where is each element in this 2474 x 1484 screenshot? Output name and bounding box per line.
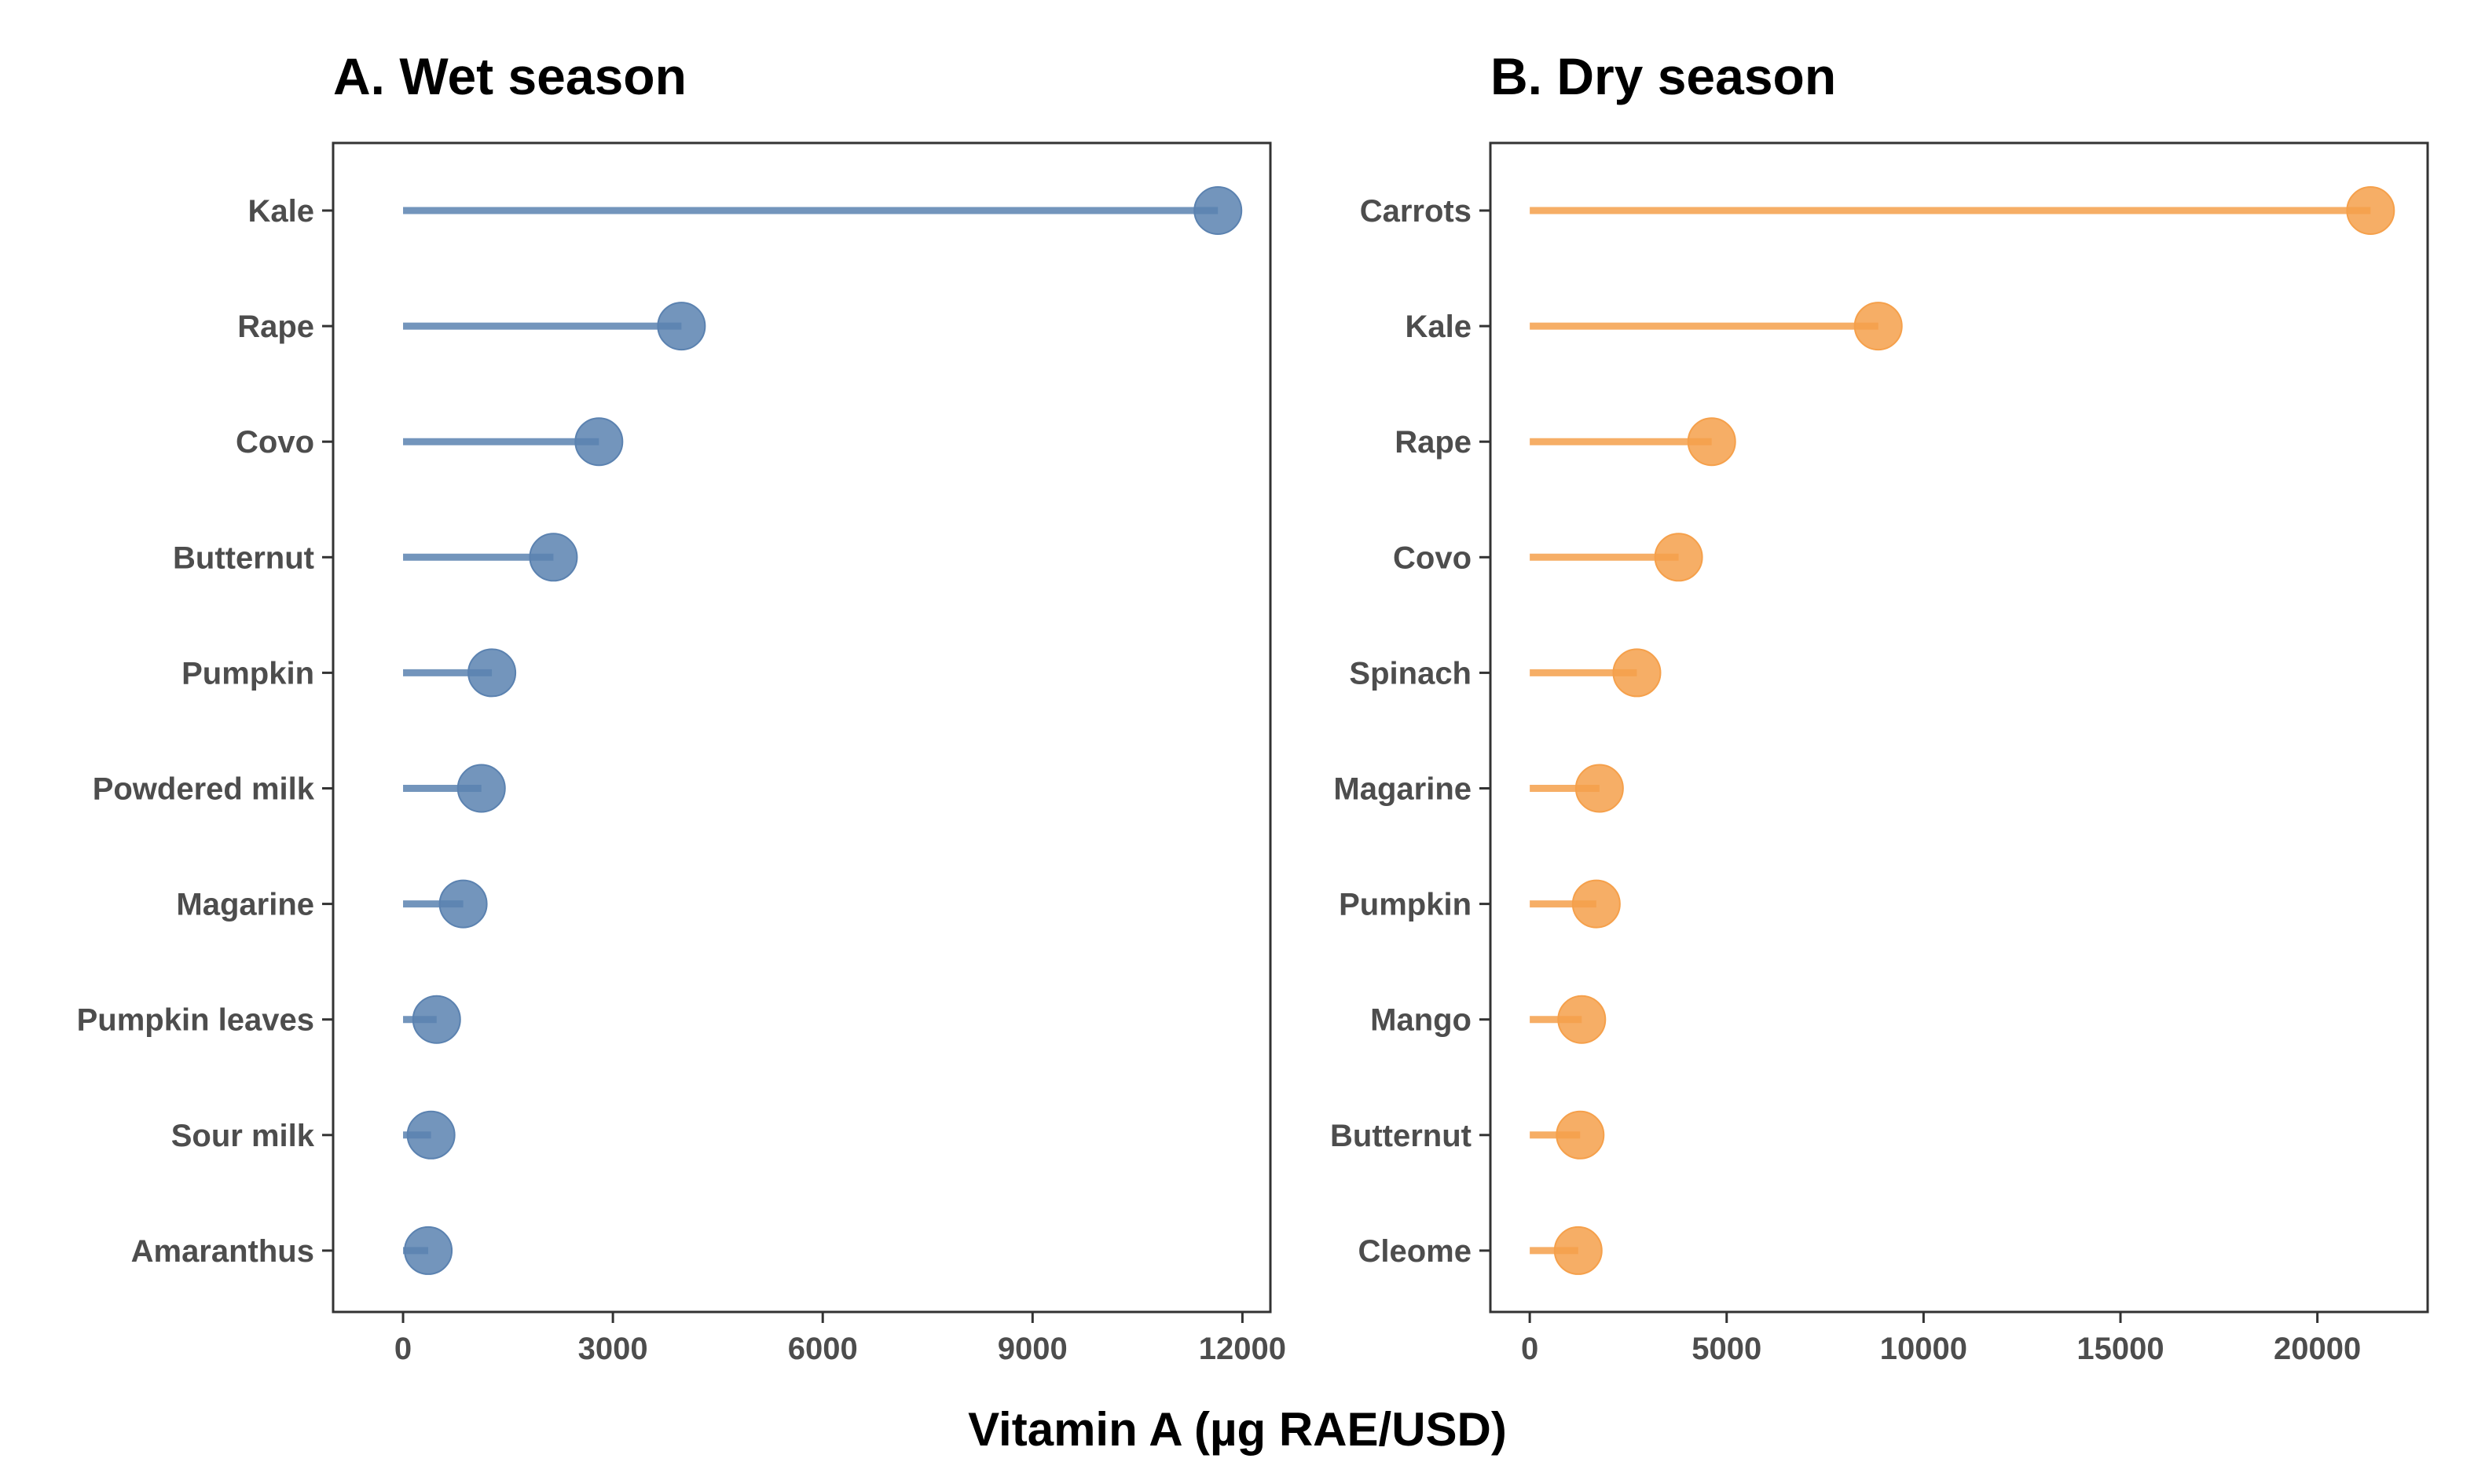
category-label-covo: Covo (1393, 540, 1472, 575)
point-covo (1654, 533, 1703, 582)
x-tick-label: 3000 (578, 1332, 648, 1366)
category-label-rape: Rape (237, 310, 314, 344)
point-pumpkin-leaves (412, 995, 461, 1044)
point-magarine (438, 879, 488, 929)
category-label-magarine: Magarine (176, 888, 314, 922)
x-tick-label: 9000 (998, 1332, 1068, 1366)
x-tick-label: 6000 (788, 1332, 858, 1366)
point-covo (574, 417, 624, 467)
point-pumpkin (1571, 879, 1621, 929)
category-label-covo: Covo (236, 425, 314, 460)
x-tick-label: 15000 (2076, 1332, 2164, 1366)
point-spinach (1612, 648, 1662, 698)
point-mango (1557, 995, 1607, 1044)
marks-dry-season: 0 5000 10000 15000 20000 Carrots Kale Rape Covo S… (1330, 186, 2395, 1366)
category-label-butternut: Butternut (173, 540, 314, 575)
category-label-mango: Mango (1370, 1003, 1472, 1038)
marks-wet-season: 0 3000 6000 9000 12000 Kale Rape Covo Butternut P… (77, 186, 1286, 1366)
category-label-spinach: Spinach (1349, 656, 1472, 691)
category-label-rape: Rape (1395, 425, 1472, 460)
category-label-amaranthus: Amaranthus (131, 1234, 314, 1269)
plot-frame-wet-season (332, 141, 1272, 1314)
category-label-sour-milk: Sour milk (171, 1119, 315, 1153)
x-tick-label: 12000 (1199, 1332, 1286, 1366)
panel-dry-season: B. Dry season 0 5000 10000 15000 20000 Carrot… (1330, 47, 2429, 1366)
point-rape (1687, 417, 1736, 467)
point-butternut (1556, 1110, 1605, 1160)
x-tick-label: 10000 (1880, 1332, 1967, 1366)
point-kale (1193, 186, 1243, 235)
point-magarine (1574, 764, 1624, 813)
point-powdered-milk (456, 764, 506, 813)
point-rape (657, 302, 706, 351)
x-tick-label: 5000 (1691, 1332, 1761, 1366)
category-label-kale: Kale (1406, 310, 1472, 344)
panel-wet-season: A. Wet season 0 3000 6000 9000 12000 Kale Rape… (77, 47, 1286, 1366)
point-pumpkin (467, 648, 517, 698)
x-tick-label: 0 (394, 1332, 412, 1366)
category-label-pumpkin: Pumpkin (181, 656, 314, 691)
category-label-powdered-milk: Powdered milk (93, 772, 315, 807)
category-label-butternut: Butternut (1330, 1119, 1472, 1153)
plot-frame-dry-season (1489, 141, 2429, 1314)
panel-title-wet-season: A. Wet season (333, 47, 687, 105)
point-carrots (2346, 186, 2395, 235)
point-sour-milk (406, 1110, 456, 1160)
category-label-cleome: Cleome (1358, 1234, 1472, 1269)
point-amaranthus (404, 1226, 453, 1275)
point-cleome (1553, 1226, 1603, 1275)
x-tick-label: 20000 (2274, 1332, 2361, 1366)
category-label-pumpkin: Pumpkin (1339, 888, 1472, 922)
category-label-magarine: Magarine (1333, 772, 1472, 807)
x-tick-label: 0 (1521, 1332, 1538, 1366)
point-butternut (529, 533, 578, 582)
category-label-pumpkin-leaves: Pumpkin leaves (77, 1003, 314, 1038)
x-axis-title: Vitamin A (µg RAE/USD) (968, 1403, 1507, 1456)
category-label-carrots: Carrots (1360, 194, 1472, 229)
panel-title-dry-season: B. Dry season (1490, 47, 1836, 105)
category-label-kale: Kale (248, 194, 315, 229)
point-kale (1853, 302, 1903, 351)
